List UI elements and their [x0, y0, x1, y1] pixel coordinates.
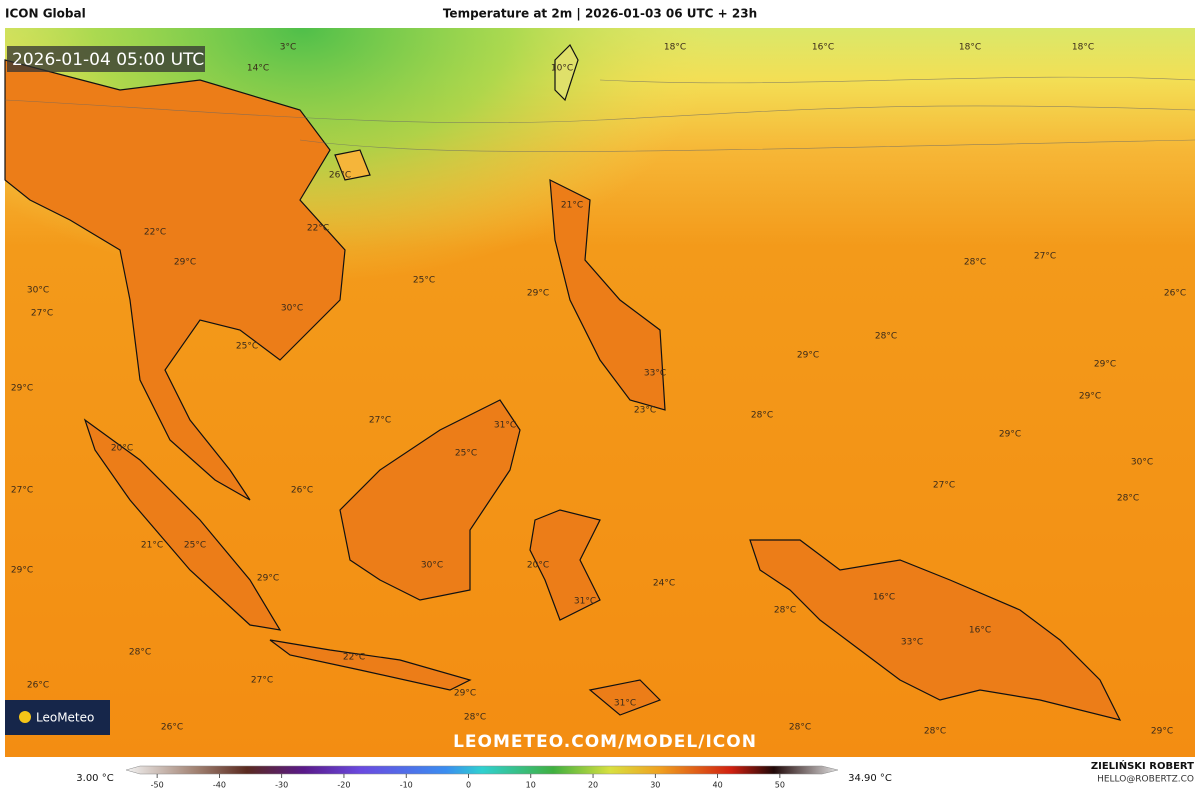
temperature-label: 28°C — [464, 713, 486, 723]
temperature-label: 20°C — [111, 444, 133, 454]
temperature-label: 22°C — [343, 653, 365, 663]
temperature-label: 29°C — [11, 566, 33, 576]
temperature-label: 30°C — [27, 286, 49, 296]
temperature-label: 3°C — [280, 43, 297, 53]
email: HELLO@ROBERTZ.CO — [1097, 775, 1194, 785]
temperature-label: 16°C — [969, 626, 991, 636]
temperature-label: 18°C — [664, 43, 686, 53]
temperature-label: 18°C — [959, 43, 981, 53]
colorbar-max: 34.90 °C — [848, 773, 892, 784]
colorbar-tick-label: -20 — [337, 781, 350, 789]
temperature-label: 24°C — [653, 579, 675, 589]
temperature-label: 30°C — [281, 304, 303, 314]
temperature-label: 25°C — [413, 276, 435, 286]
time-box — [7, 46, 205, 72]
temperature-label: 28°C — [751, 411, 773, 421]
temperature-label: 28°C — [964, 258, 986, 268]
logo-sun — [19, 711, 31, 723]
colorbar — [125, 765, 839, 775]
temperature-label: 26°C — [161, 723, 183, 733]
watermark: LEOMETEO.COM/MODEL/ICON — [453, 732, 757, 752]
temperature-labels: 3°C 14°C 10°C 18°C 16°C 18°C 18°C 26°C 21°C 22°C 2… — [11, 43, 1186, 737]
colorbar-tick-label: -40 — [213, 781, 226, 789]
temperature-label: 27°C — [11, 486, 33, 496]
temperature-label: 22°C — [307, 224, 329, 234]
temperature-label: 28°C — [129, 648, 151, 658]
temperature-label: 28°C — [774, 606, 796, 616]
temperature-label: 26°C — [329, 171, 351, 181]
temperature-label: 29°C — [257, 574, 279, 584]
temperature-label: 29°C — [797, 351, 819, 361]
map-title: Temperature at 2m | 2026-01-03 06 UTC + … — [443, 7, 757, 21]
temperature-label: 25°C — [184, 541, 206, 551]
temperature-label: 28°C — [1117, 494, 1139, 504]
temperature-label: 28°C — [924, 727, 946, 737]
temperature-label: 27°C — [31, 309, 53, 319]
temperature-label: 27°C — [251, 676, 273, 686]
colorbar-tick-label: -30 — [275, 781, 288, 789]
temperature-label: 10°C — [551, 64, 573, 74]
colorbar-tick-label: 20 — [588, 781, 598, 789]
colorbar-tick-label: 30 — [650, 781, 660, 789]
colorbar-min: 3.00 °C — [76, 773, 113, 784]
temperature-label: 25°C — [455, 449, 477, 459]
colorbar-tick-label: 10 — [526, 781, 536, 789]
temperature-label: 29°C — [1151, 727, 1173, 737]
map: 3°C 14°C 10°C 18°C 16°C 18°C 18°C 26°C 21°C 22°C 2… — [4, 28, 1196, 757]
logo-text: LeoMeteo — [36, 711, 94, 725]
colorbar-ticks: -50 -40 -30 -20 -10 0 10 20 30 40 50 — [151, 774, 785, 789]
temperature-label: 29°C — [11, 384, 33, 394]
temperature-label: 31°C — [574, 597, 596, 607]
temperature-label: 18°C — [1072, 43, 1094, 53]
temperature-label: 33°C — [644, 369, 666, 379]
land — [4, 44, 1122, 721]
temperature-label: 16°C — [812, 43, 834, 53]
colorbar-tick-label: -10 — [400, 781, 413, 789]
temperature-label: 26°C — [27, 681, 49, 691]
contours — [4, 76, 1196, 152]
colorbar-tick-label: 0 — [466, 781, 471, 789]
temperature-label: 14°C — [247, 64, 269, 74]
temperature-label: 28°C — [789, 723, 811, 733]
temperature-label: 25°C — [236, 342, 258, 352]
temperature-label: 30°C — [421, 561, 443, 571]
colorbar-tick-label: 40 — [712, 781, 722, 789]
temperature-label: 27°C — [933, 481, 955, 491]
temperature-label: 33°C — [901, 638, 923, 648]
temperature-label: 30°C — [1131, 458, 1153, 468]
temperature-label: 29°C — [999, 430, 1021, 440]
temperature-label: 21°C — [141, 541, 163, 551]
temperature-label: 31°C — [614, 699, 636, 709]
temperature-label: 27°C — [369, 416, 391, 426]
author: ZIELIŃSKI ROBERT — [1091, 759, 1194, 772]
temperature-label: 29°C — [527, 289, 549, 299]
temperature-label: 16°C — [873, 593, 895, 603]
colorbar-tick-label: 50 — [775, 781, 785, 789]
temperature-label: 31°C — [494, 421, 516, 431]
temperature-label: 28°C — [875, 332, 897, 342]
valid-time: 2026-01-04 05:00 UTC — [12, 50, 204, 70]
temperature-label: 29°C — [1094, 360, 1116, 370]
temperature-label: 23°C — [634, 406, 656, 416]
temperature-label: 27°C — [1034, 252, 1056, 262]
temperature-label: 21°C — [561, 201, 583, 211]
temperature-label: 29°C — [454, 689, 476, 699]
colorbar-tick-label: -50 — [151, 781, 164, 789]
temperature-label: 29°C — [174, 258, 196, 268]
temperature-label: 29°C — [1079, 392, 1101, 402]
temperature-label: 26°C — [291, 486, 313, 496]
temperature-label: 26°C — [1164, 289, 1186, 299]
temperature-label: 22°C — [144, 228, 166, 238]
model-name: ICON Global — [5, 7, 86, 21]
temperature-label: 20°C — [527, 561, 549, 571]
